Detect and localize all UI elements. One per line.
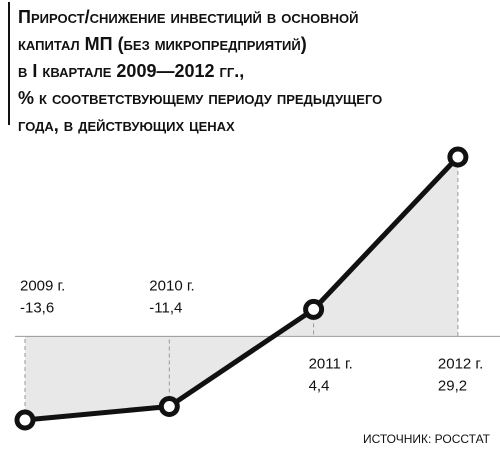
chart-title: капитал МП (без микропредприятий)	[18, 34, 307, 54]
chart-title: Прирост/снижение инвестиций в основной	[18, 7, 358, 27]
category-label: 2011 г.	[309, 355, 353, 372]
category-label: 2010 г.	[149, 277, 194, 294]
point	[158, 395, 180, 417]
value-label: 4,4	[309, 377, 330, 394]
category-label: 2012 г.	[438, 355, 483, 372]
chart-title: в I квартале 2009—2012 гг.,	[18, 61, 244, 81]
point	[447, 146, 469, 168]
value-label: -13,6	[20, 299, 54, 316]
line	[24, 155, 460, 423]
area	[25, 157, 458, 420]
point	[303, 298, 325, 320]
source: ИСТОЧНИК: РОССТАТ	[363, 432, 491, 446]
point	[14, 409, 36, 431]
value-label: 29,2	[438, 377, 467, 394]
value-label: -11,4	[149, 299, 182, 316]
chart-title: года, в действующих ценах	[18, 115, 235, 135]
chart-title: % к соответствующему периоду предыдущего	[18, 88, 382, 108]
category-label: 2009 г.	[20, 277, 65, 294]
